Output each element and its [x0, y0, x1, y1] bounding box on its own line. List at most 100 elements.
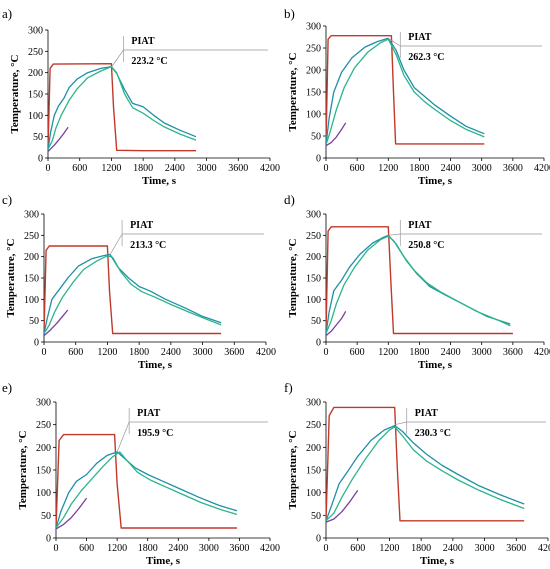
y-axis-label: Temperature, °C [287, 430, 299, 509]
x-tick-label: 2400 [441, 163, 461, 174]
y-tick-label: 200 [306, 252, 321, 263]
piat-value: 230.3 °C [415, 428, 451, 439]
y-axis-label: Temperature, °C [17, 430, 29, 509]
y-tick-label: 250 [306, 231, 321, 242]
y-tick-label: 250 [36, 420, 51, 431]
y-tick-label: 100 [24, 295, 39, 306]
y-tick-label: 50 [311, 511, 321, 522]
x-axis-label: Time, s [418, 175, 453, 187]
x-tick-label: 0 [324, 347, 329, 358]
series-line-sensor_a [43, 253, 222, 334]
y-tick-label: 250 [306, 420, 321, 431]
piat-leader-line [109, 233, 123, 255]
y-tick-label: 300 [28, 26, 43, 37]
y-axis-label: Temperature, °C [287, 52, 299, 131]
series-line-heater [325, 35, 485, 145]
y-tick-label: 300 [24, 210, 39, 221]
y-tick-label: 150 [24, 274, 39, 285]
panel-label: d) [284, 192, 295, 207]
piat-leader-line [111, 49, 124, 68]
x-axis-label: Time, s [418, 359, 453, 371]
piat-leader-line [388, 233, 401, 236]
x-tick-label: 3600 [503, 347, 523, 358]
panel-label: b) [284, 6, 295, 21]
piat-value: 223.2 °C [131, 56, 167, 67]
x-tick-label: 1800 [411, 543, 431, 554]
x-tick-label: 2400 [443, 543, 463, 554]
y-tick-label: 0 [316, 154, 321, 165]
y-tick-label: 300 [306, 22, 321, 33]
piat-label: PIAT [415, 408, 438, 419]
y-tick-label: 50 [33, 132, 43, 143]
x-tick-label: 0 [54, 543, 59, 554]
x-tick-label: 1200 [379, 543, 399, 554]
y-tick-label: 200 [28, 68, 43, 79]
y-tick-label: 100 [306, 295, 321, 306]
y-tick-label: 300 [306, 210, 321, 221]
series-line-initial [325, 490, 359, 523]
x-tick-label: 3600 [503, 163, 523, 174]
y-tick-label: 50 [29, 316, 39, 327]
y-tick-label: 200 [306, 66, 321, 77]
series-line-heater [55, 433, 237, 529]
x-tick-label: 4200 [256, 347, 276, 358]
piat-label: PIAT [408, 32, 431, 43]
series-line-sensor_b [325, 38, 485, 145]
x-tick-label: 1200 [378, 163, 398, 174]
y-tick-label: 150 [28, 90, 43, 101]
series-line-sensor_a [325, 37, 485, 145]
y-tick-label: 250 [306, 44, 321, 55]
y-tick-label: 100 [306, 488, 321, 499]
y-tick-label: 200 [36, 443, 51, 454]
series-line-heater [43, 245, 222, 335]
x-tick-label: 600 [350, 543, 365, 554]
y-tick-label: 150 [306, 466, 321, 477]
piat-label: PIAT [131, 36, 154, 47]
x-tick-label: 3600 [506, 543, 526, 554]
panel-label: e) [2, 380, 12, 395]
y-tick-label: 100 [28, 111, 43, 122]
series-line-sensor_b [325, 426, 525, 522]
series-line-sensor_a [325, 424, 525, 522]
x-tick-label: 0 [324, 163, 329, 174]
y-axis-label: Temperature, °C [9, 54, 21, 133]
x-tick-label: 600 [350, 163, 365, 174]
series-line-initial [55, 497, 88, 530]
series-line-heater [325, 406, 525, 522]
series-line-sensor_b [47, 66, 197, 150]
piat-value: 250.8 °C [408, 240, 444, 251]
x-tick-label: 1200 [107, 543, 127, 554]
series-line-sensor_a [55, 451, 238, 529]
panel-label: c) [2, 192, 12, 207]
y-tick-label: 250 [24, 231, 39, 242]
y-tick-label: 0 [316, 534, 321, 545]
x-tick-label: 4200 [534, 163, 550, 174]
x-tick-label: 2400 [441, 347, 461, 358]
piat-value: 195.9 °C [137, 428, 173, 439]
piat-label: PIAT [130, 220, 153, 231]
y-tick-label: 200 [306, 443, 321, 454]
x-tick-label: 2400 [161, 347, 181, 358]
x-tick-label: 1800 [409, 163, 429, 174]
x-tick-label: 3600 [224, 347, 244, 358]
y-tick-label: 50 [311, 316, 321, 327]
piat-label: PIAT [408, 220, 431, 231]
series-line-heater [47, 63, 196, 152]
y-tick-label: 0 [34, 338, 39, 349]
y-tick-label: 150 [306, 88, 321, 99]
x-tick-label: 4200 [260, 163, 280, 174]
series-line-sensor_b [55, 451, 238, 529]
x-tick-label: 3000 [475, 543, 495, 554]
x-tick-label: 3600 [229, 543, 249, 554]
panel-label: f) [284, 380, 293, 395]
y-tick-label: 0 [38, 154, 43, 165]
y-tick-label: 150 [36, 466, 51, 477]
x-tick-label: 600 [350, 347, 365, 358]
x-tick-label: 2400 [165, 163, 185, 174]
x-tick-label: 0 [42, 347, 47, 358]
x-tick-label: 600 [68, 347, 83, 358]
series-line-initial [43, 309, 69, 337]
